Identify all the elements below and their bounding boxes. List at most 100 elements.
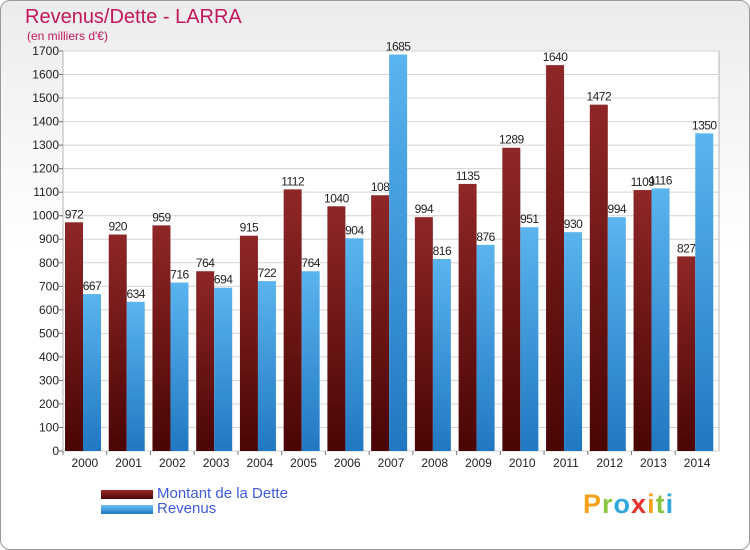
data-label-dette: 959 (152, 210, 171, 224)
data-label-revenus: 816 (433, 244, 452, 258)
data-label-dette: 1135 (456, 169, 481, 183)
y-tick-label: 400 (39, 350, 59, 364)
data-label-revenus: 951 (520, 212, 539, 226)
data-label-dette: 1289 (499, 133, 525, 147)
bar-revenus (301, 271, 320, 451)
x-tick-label: 2004 (246, 456, 273, 470)
bar-revenus (651, 188, 670, 452)
bar-revenus (520, 227, 539, 451)
bar-dette (371, 195, 390, 451)
bar-revenus (214, 287, 233, 451)
data-label-revenus: 694 (214, 273, 233, 287)
data-label-dette: 1112 (281, 174, 305, 188)
x-tick-label: 2001 (115, 456, 142, 470)
bar-revenus (126, 301, 145, 451)
bar-dette (589, 104, 608, 451)
x-tick-label: 2014 (684, 456, 711, 470)
y-tick-label: 700 (39, 279, 59, 293)
x-tick-label: 2003 (203, 456, 230, 470)
data-label-dette: 764 (196, 256, 215, 270)
proxiti-logo: Proxiti (583, 489, 675, 519)
data-label-dette: 915 (240, 221, 259, 235)
data-label-dette: 1472 (586, 90, 612, 104)
bar-revenus (564, 232, 583, 451)
bar-dette (414, 217, 433, 451)
bar-revenus (476, 244, 495, 451)
x-tick-label: 2013 (640, 456, 667, 470)
data-label-dette: 920 (108, 220, 127, 234)
bar-revenus (389, 54, 408, 451)
bar-revenus (345, 238, 364, 451)
bar-dette (108, 234, 127, 451)
data-label-revenus: 1685 (386, 40, 412, 54)
y-tick-label: 600 (39, 303, 59, 317)
bar-dette (458, 183, 477, 452)
bar-dette (65, 222, 83, 451)
x-tick-label: 2006 (334, 456, 361, 470)
y-tick-label: 300 (39, 373, 59, 387)
bar-revenus (170, 282, 189, 451)
data-label-dette: 994 (415, 202, 434, 216)
y-tick-label: 1400 (32, 115, 59, 129)
bar-revenus (695, 133, 714, 451)
chart-title: Revenus/Dette - LARRA (25, 6, 242, 28)
x-tick-label: 2000 (72, 456, 99, 470)
x-tick-label: 2008 (421, 456, 448, 470)
x-tick-label: 2002 (159, 456, 186, 470)
bar-dette (546, 65, 565, 451)
x-tick-label: 2007 (378, 456, 405, 470)
data-label-revenus: 994 (608, 202, 627, 216)
data-label-revenus: 1350 (692, 118, 718, 132)
y-tick-label: 200 (39, 397, 59, 411)
x-tick-label: 2010 (509, 456, 536, 470)
y-tick-label: 1000 (32, 209, 59, 223)
bar-dette (152, 225, 171, 451)
bar-dette (327, 206, 346, 451)
y-tick-label: 800 (39, 256, 59, 270)
data-label-dette: 1040 (324, 191, 350, 205)
y-tick-label: 1500 (32, 91, 59, 105)
x-tick-label: 2012 (596, 456, 623, 470)
bar-revenus (607, 217, 626, 451)
y-tick-label: 500 (39, 326, 59, 340)
y-tick-label: 1300 (32, 138, 59, 152)
bar-dette (283, 189, 302, 451)
x-tick-label: 2009 (465, 456, 492, 470)
chart-subtitle: (en milliers d'€) (27, 29, 108, 43)
data-label-revenus: 716 (170, 268, 189, 282)
data-label-dette: 108 (371, 180, 390, 194)
data-label-revenus: 904 (345, 223, 364, 237)
data-label-revenus: 667 (83, 279, 102, 293)
y-tick-label: 0 (52, 444, 59, 458)
data-label-revenus: 1116 (649, 173, 673, 187)
legend-label-revenus: Revenus (157, 500, 217, 517)
y-tick-label: 1100 (33, 185, 59, 199)
data-label-dette: 1640 (543, 50, 569, 64)
data-label-dette: 1109 (631, 175, 656, 189)
bar-dette (677, 256, 696, 451)
bar-dette (633, 190, 652, 451)
x-tick-label: 2011 (553, 456, 579, 470)
data-label-revenus: 722 (258, 266, 277, 280)
bar-dette (239, 235, 258, 451)
y-tick-label: 1700 (32, 44, 59, 58)
bar-revenus (257, 281, 276, 451)
bar-dette (196, 271, 215, 451)
y-tick-label: 100 (39, 420, 59, 434)
bar-revenus (432, 259, 451, 451)
data-label-revenus: 634 (126, 287, 145, 301)
data-label-revenus: 930 (564, 217, 583, 231)
y-tick-label: 900 (39, 232, 59, 246)
legend-label-dette: Montant de la Dette (157, 485, 288, 502)
x-tick-label: 2005 (290, 456, 317, 470)
data-label-revenus: 876 (476, 230, 495, 244)
y-tick-label: 1200 (32, 162, 59, 176)
bar-dette (502, 147, 521, 452)
data-label-revenus: 764 (301, 256, 320, 270)
y-tick-label: 1600 (32, 68, 59, 82)
bar-revenus (83, 294, 101, 451)
legend-swatch-dette (101, 490, 153, 499)
legend-swatch-revenus (101, 505, 153, 514)
